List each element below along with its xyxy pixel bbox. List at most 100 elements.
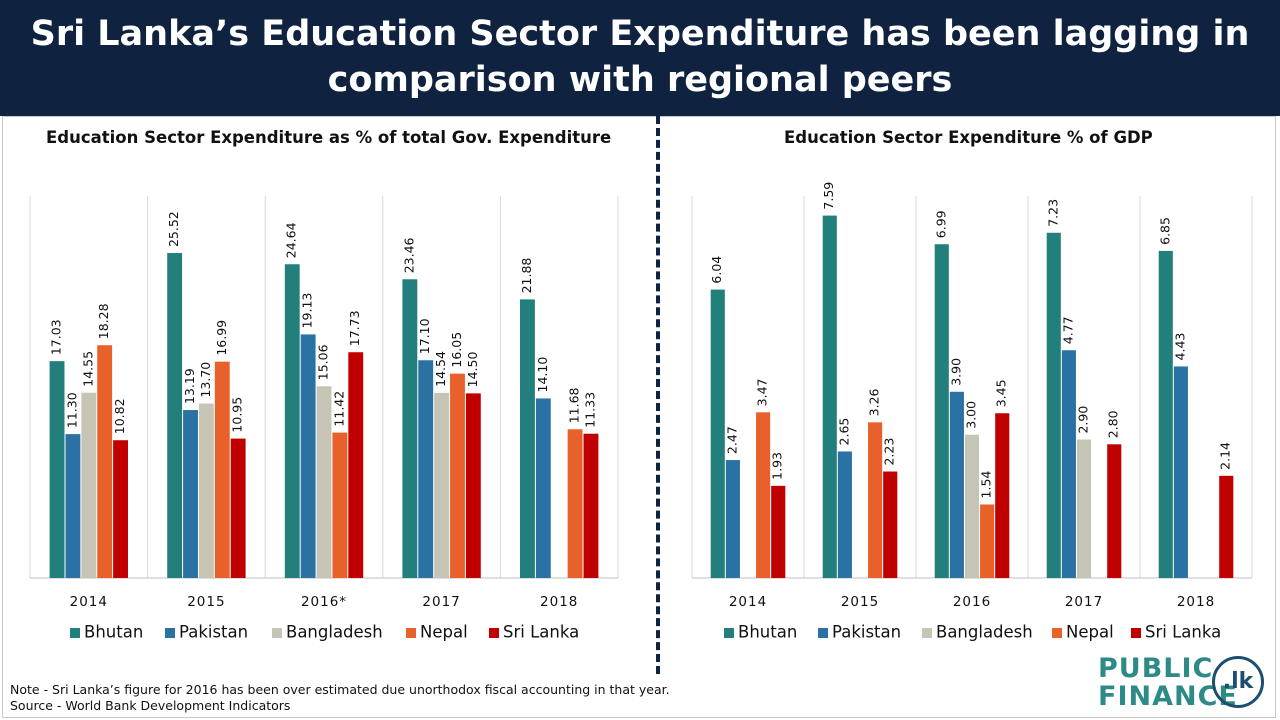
right-bar-bhutan-2018 xyxy=(1158,250,1173,578)
left-bar-pakistan-2015 xyxy=(183,410,198,578)
right-legend-label: Bangladesh xyxy=(936,623,1033,642)
right-data-label: 1.93 xyxy=(770,452,785,480)
right-bar-nepal-2014 xyxy=(756,412,771,578)
left-data-label: 13.19 xyxy=(182,368,197,404)
dashed-divider xyxy=(656,116,660,674)
left-legend-label: Bangladesh xyxy=(286,623,383,642)
right-data-label: 3.26 xyxy=(867,388,882,416)
left-legend-swatch-sri-lanka xyxy=(489,628,499,638)
left-data-label: 14.50 xyxy=(465,352,480,388)
right-category-label: 2018 xyxy=(1177,594,1215,610)
right-bar-pakistan-2018 xyxy=(1173,366,1188,578)
right-bar-pakistan-2014 xyxy=(725,460,740,578)
left-data-label: 15.06 xyxy=(316,344,331,380)
right-legend-label: Nepal xyxy=(1066,623,1114,642)
left-legend-swatch-nepal xyxy=(406,628,416,638)
left-bar-pakistan-2016 xyxy=(300,334,316,578)
right-data-label: 7.23 xyxy=(1045,199,1060,227)
left-data-label: 11.30 xyxy=(64,392,79,428)
left-bar-sri-lanka-2018 xyxy=(583,433,599,578)
footer-source: Source - World Bank Development Indicato… xyxy=(10,698,291,713)
left-category-label: 2018 xyxy=(540,594,578,610)
right-bar-pakistan-2016 xyxy=(949,391,964,578)
left-bar-nepal-2014 xyxy=(97,345,113,578)
right-bar-sri-lanka-2018 xyxy=(1219,475,1234,578)
left-bar-sri-lanka-2016 xyxy=(348,352,364,578)
left-bar-bhutan-2017 xyxy=(402,279,418,578)
right-data-label: 2.14 xyxy=(1218,442,1233,470)
left-data-label: 11.68 xyxy=(567,387,582,423)
right-category-label: 2014 xyxy=(729,594,767,610)
left-bar-sri-lanka-2015 xyxy=(230,438,246,578)
left-data-label: 11.42 xyxy=(331,391,346,427)
right-data-label: 2.90 xyxy=(1076,406,1091,434)
logo-word-public: PUBLIC xyxy=(1098,653,1214,684)
footer-note: Note - Sri Lanka’s figure for 2016 has b… xyxy=(10,682,670,697)
right-bar-nepal-2015 xyxy=(868,422,883,578)
right-legend-swatch-pakistan xyxy=(818,628,828,638)
right-data-label: 2.65 xyxy=(836,418,851,446)
left-data-label: 16.99 xyxy=(214,320,229,356)
left-bar-pakistan-2017 xyxy=(418,360,434,578)
left-bar-bhutan-2015 xyxy=(167,253,183,578)
right-chart: 6.04 7.59 6.99 7.23 6.85 2.47 2.65 3.90 4.77 4.43… xyxy=(691,182,1253,642)
left-data-label: 10.95 xyxy=(230,397,245,433)
left-bar-bangladesh-2014 xyxy=(81,392,97,578)
left-bar-nepal-2016 xyxy=(332,432,348,578)
right-data-label: 2.80 xyxy=(1106,410,1121,438)
left-data-label: 10.82 xyxy=(112,398,127,434)
left-bar-sri-lanka-2017 xyxy=(465,393,481,578)
right-legend-swatch-bhutan xyxy=(724,628,734,638)
right-category-label: 2015 xyxy=(841,594,879,610)
header-banner: Sri Lanka’s Education Sector Expenditure… xyxy=(0,0,1280,116)
right-bar-bhutan-2017 xyxy=(1046,232,1061,578)
left-legend-swatch-pakistan xyxy=(165,628,175,638)
left-data-label: 17.10 xyxy=(417,318,432,354)
right-chart-title: Education Sector Expenditure % of GDP xyxy=(784,128,1153,147)
left-legend-swatch-bhutan xyxy=(70,628,80,638)
left-data-label: 14.10 xyxy=(535,357,550,393)
left-bar-bangladesh-2017 xyxy=(434,392,450,578)
right-data-label: 3.47 xyxy=(755,378,770,406)
right-data-label: 4.43 xyxy=(1172,333,1187,361)
right-bar-bangladesh-2016 xyxy=(964,434,980,578)
right-bar-sri-lanka-2014 xyxy=(771,485,786,578)
panel-border xyxy=(2,116,1276,718)
left-bar-nepal-2015 xyxy=(214,361,230,578)
left-bar-pakistan-2018 xyxy=(535,398,551,578)
left-bar-bangladesh-2015 xyxy=(198,403,214,578)
right-bar-sri-lanka-2015 xyxy=(883,471,898,578)
left-data-label: 13.70 xyxy=(198,362,213,398)
right-category-label: 2016 xyxy=(953,594,991,610)
left-chart: 17.03 25.52 24.64 23.46 21.88 11.30 13.19 19.13… xyxy=(29,196,619,642)
left-bar-nepal-2017 xyxy=(450,373,465,578)
left-data-label: 23.46 xyxy=(401,237,416,273)
right-bar-nepal-2016 xyxy=(980,504,995,578)
right-data-label: 3.00 xyxy=(964,401,979,429)
left-bar-sri-lanka-2014 xyxy=(113,440,128,578)
right-data-label: 6.85 xyxy=(1157,217,1172,245)
left-bar-bhutan-2016 xyxy=(284,264,300,578)
right-bar-pakistan-2015 xyxy=(837,451,852,578)
left-bar-bhutan-2014 xyxy=(49,361,65,578)
right-bar-sri-lanka-2016 xyxy=(995,413,1010,578)
left-legend-swatch-bangladesh xyxy=(272,628,282,638)
page-title-line-1: Sri Lanka’s Education Sector Expenditure… xyxy=(30,14,1250,54)
left-bar-nepal-2018 xyxy=(567,429,583,578)
left-bar-bangladesh-2016 xyxy=(316,386,332,578)
left-legend-label: Bhutan xyxy=(84,623,143,642)
right-bar-bhutan-2014 xyxy=(710,289,725,578)
logo-seal: .lk xyxy=(1212,656,1264,708)
left-category-label: 2015 xyxy=(187,594,225,610)
left-category-label: 2014 xyxy=(70,594,108,610)
right-category-label: 2017 xyxy=(1065,594,1103,610)
public-finance-logo: PUBLIC FINANCE .lk xyxy=(1094,652,1274,718)
left-data-label: 21.88 xyxy=(519,258,534,294)
right-legend-swatch-sri-lanka xyxy=(1131,628,1141,638)
right-data-label: 4.77 xyxy=(1060,316,1075,344)
right-legend-label: Bhutan xyxy=(738,623,797,642)
left-legend-label: Sri Lanka xyxy=(503,623,579,642)
right-legend-swatch-bangladesh xyxy=(922,628,932,638)
left-data-label: 18.28 xyxy=(96,303,111,339)
left-bar-pakistan-2014 xyxy=(65,434,81,578)
